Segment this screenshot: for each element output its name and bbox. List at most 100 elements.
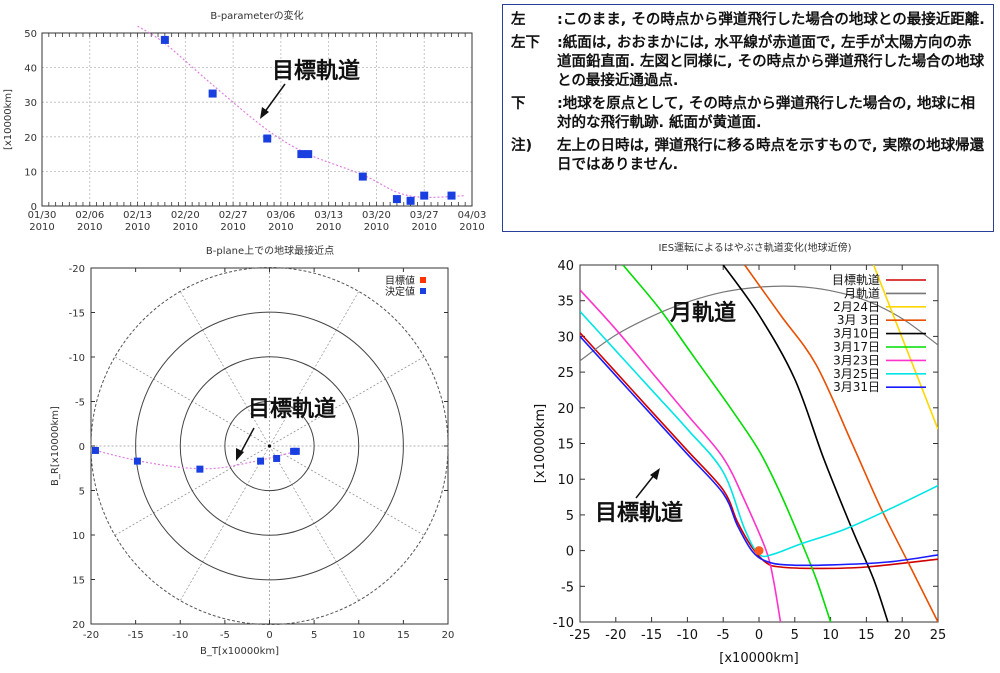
y-tick-label: -5 — [75, 398, 85, 409]
y-tick-label: 20 — [24, 133, 37, 144]
note-text: :このまま, その時点から弾道飛行した場合の地球との最接近距離. — [557, 12, 985, 28]
note-row: 注) 左上の日時は, 弾道飛行に移る時点を示すもので, 実際の地球帰還日ではありま… — [511, 137, 985, 175]
legend-label: 月軌道 — [844, 285, 880, 300]
earth-marker — [754, 546, 764, 556]
y-tick-label: 15 — [557, 438, 574, 453]
b-plane-point — [196, 465, 204, 473]
note-key: 注) — [511, 138, 533, 154]
x-tick-label-year: 2010 — [268, 222, 293, 233]
legend-marker — [420, 288, 426, 294]
y-tick-label: 35 — [557, 295, 574, 310]
y-tick-label: 20 — [557, 402, 574, 417]
annotation-arrowhead — [236, 448, 244, 461]
note-key: 左下 — [511, 35, 540, 51]
y-tick-label: 0 — [79, 442, 85, 453]
b-parameter-chart: B-parameterの変化01/30201002/06201002/13201… — [3, 9, 487, 233]
annotation-arrow — [635, 473, 656, 499]
x-tick-label: 03/06 — [266, 210, 295, 221]
b-param-point — [208, 89, 217, 98]
target-curve — [95, 449, 297, 470]
x-tick-label: 01/30 — [28, 210, 57, 221]
legend-label: 3月23日 — [833, 353, 880, 367]
b-param-point — [304, 150, 313, 159]
plot-frame — [41, 32, 473, 207]
target-curve — [137, 25, 466, 199]
x-tick-label: -25 — [569, 628, 590, 643]
legend-label: 目標値 — [385, 274, 415, 287]
y-axis-label: [x10000km] — [533, 404, 548, 483]
series-group — [580, 265, 938, 622]
note-key: 左 — [511, 12, 526, 28]
b-param-point — [447, 191, 456, 200]
y-tick-label: 10 — [557, 473, 574, 488]
b-param-point — [160, 35, 169, 44]
legend-label: 目標軌道 — [832, 272, 880, 287]
x-tick-label: 0 — [755, 628, 763, 643]
series-line — [580, 285, 938, 362]
x-tick-label-year: 2010 — [77, 222, 102, 233]
target-orbit-annotation: 目標軌道 — [248, 396, 336, 422]
x-tick-label: 02/20 — [171, 210, 200, 221]
chart-title: B-parameterの変化 — [210, 9, 303, 22]
legend-marker — [420, 277, 426, 283]
x-tick-label-year: 2010 — [220, 222, 245, 233]
y-tick-label: 40 — [24, 64, 37, 75]
series-line — [580, 332, 938, 570]
b-param-point — [297, 150, 306, 159]
legend-label: 決定値 — [385, 285, 415, 298]
x-tick-label-year: 2010 — [364, 222, 389, 233]
x-axis-label: B_T[x10000km] — [200, 646, 279, 657]
legend-label: 2月24日 — [833, 300, 880, 314]
x-tick-label: -10 — [677, 628, 698, 643]
x-tick-label: 04/03 — [458, 210, 487, 221]
range-circle — [224, 400, 315, 492]
plot-frame — [579, 264, 939, 623]
b-plane-point — [91, 446, 99, 454]
x-tick-label: 20 — [442, 630, 455, 641]
y-tick-label: 50 — [24, 29, 37, 40]
x-tick-label: -20 — [83, 630, 99, 641]
b-param-point — [392, 195, 401, 204]
x-tick-label: 20 — [894, 628, 911, 643]
annotation-arrowhead — [650, 468, 660, 480]
y-tick-label: 10 — [72, 531, 85, 542]
annotation-arrow — [263, 83, 286, 114]
y-axis-label: [x10000km] — [3, 89, 14, 150]
legend-label: 3月 3日 — [837, 313, 880, 327]
x-tick-label-year: 2010 — [173, 222, 198, 233]
chart-title: IES運転によるはやぶさ軌道変化(地球近傍) — [658, 241, 851, 254]
y-tick-label: -20 — [69, 264, 85, 275]
x-axis-label: [x10000km] — [719, 651, 798, 666]
y-tick-label: 25 — [557, 366, 574, 381]
legend-label: 3月31日 — [833, 380, 880, 394]
note-key: 下 — [511, 96, 526, 112]
x-tick-label: 15 — [397, 630, 410, 641]
y-tick-label: 20 — [72, 620, 85, 631]
x-tick-label: -5 — [717, 628, 730, 643]
b-param-point — [420, 191, 429, 200]
target-orbit-annotation: 目標軌道 — [272, 58, 360, 84]
notes-box: 左:このまま, その時点から弾道飛行した場合の地球との最接近距離. 左下:紙面は,… — [502, 4, 994, 232]
y-tick-label: -10 — [553, 616, 574, 631]
y-axis-label: B_R[x10000km] — [50, 406, 61, 486]
annotation-arrow — [239, 427, 255, 455]
b-plane-point — [292, 447, 300, 455]
legend-label: 3月25日 — [833, 367, 880, 381]
x-tick-label-year: 2010 — [459, 222, 484, 233]
series-line — [722, 265, 889, 622]
note-row: 左 :このまま, その時点から弾道飛行した場合の地球との最接近距離. — [511, 11, 985, 30]
x-tick-label: 10 — [352, 630, 365, 641]
b-param-point — [263, 134, 272, 143]
chart-title: B-plane上での地球最接近点 — [206, 244, 334, 257]
series-line — [580, 335, 938, 567]
range-circle — [135, 311, 404, 581]
x-tick-label-year: 2010 — [316, 222, 341, 233]
b-plane-point — [133, 457, 141, 465]
y-tick-label: -10 — [69, 353, 85, 364]
range-circle — [179, 356, 360, 536]
x-tick-label: 5 — [791, 628, 799, 643]
x-tick-label: 03/13 — [314, 210, 343, 221]
note-row: 下:地球を原点として, その時点から弾道飛行した場合の, 地球に相対的な飛行軌跡… — [511, 95, 985, 133]
y-tick-label: 10 — [24, 167, 37, 178]
x-tick-label: -5 — [220, 630, 230, 641]
